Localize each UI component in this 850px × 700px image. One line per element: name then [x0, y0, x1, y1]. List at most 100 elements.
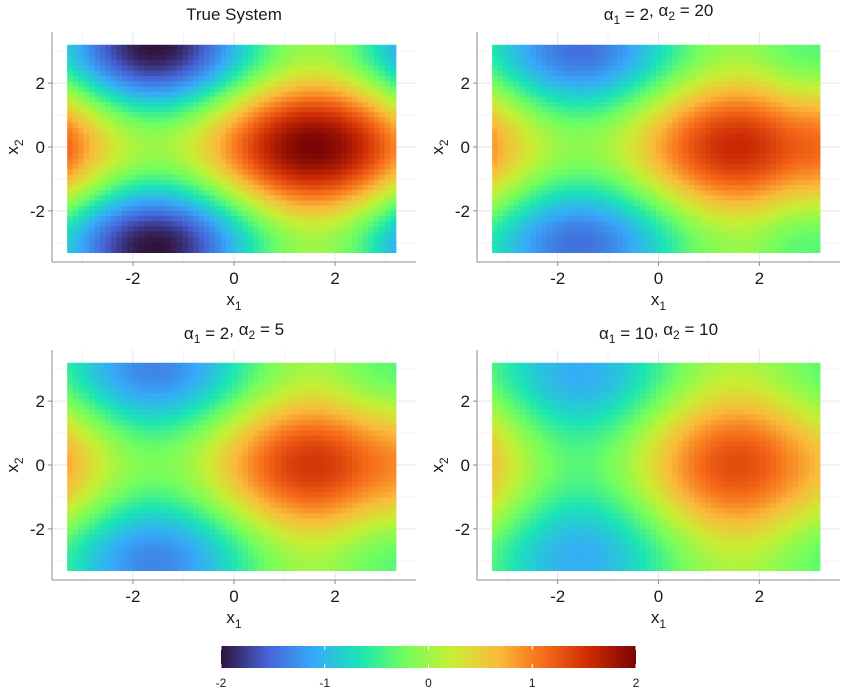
heatmap-cell — [721, 127, 728, 134]
heatmap-cell — [236, 60, 244, 67]
heatmap-cell — [302, 169, 309, 176]
heatmap-cell — [770, 190, 777, 196]
heatmap-cell — [650, 112, 657, 119]
heatmap-cell — [606, 75, 613, 82]
heatmap-cell — [236, 205, 244, 212]
heatmap-cell — [623, 60, 630, 67]
heatmap-cell — [661, 143, 668, 150]
heatmap-cell — [390, 133, 397, 139]
heatmap-cell — [176, 174, 183, 181]
x-tick-label: 2 — [330, 269, 339, 288]
heatmap-cell — [215, 210, 222, 217]
heatmap-cell — [384, 112, 391, 119]
heatmap-cell — [497, 148, 504, 155]
heatmap-cell — [579, 70, 586, 77]
heatmap-cell — [204, 190, 211, 196]
heatmap-cell — [209, 81, 216, 87]
heatmap-cell — [606, 107, 613, 113]
heatmap-cell — [291, 112, 298, 119]
heatmap-cell — [677, 117, 684, 124]
heatmap-cell — [743, 133, 750, 139]
heatmap-cell — [110, 96, 118, 103]
heatmap-cell — [666, 138, 673, 145]
heatmap-cell — [694, 242, 701, 248]
heatmap-cell — [132, 190, 139, 196]
heatmap-cell — [171, 107, 178, 113]
heatmap-cell — [623, 138, 630, 145]
heatmap-cell — [110, 226, 118, 233]
heatmap-cell — [612, 44, 619, 51]
heatmap-cell — [590, 91, 597, 98]
heatmap-cell — [204, 91, 211, 98]
heatmap-cell — [247, 143, 254, 150]
heatmap-cell — [666, 143, 673, 150]
heatmap-cell — [754, 231, 761, 238]
heatmap-cell — [220, 112, 227, 119]
heatmap-cell — [160, 205, 167, 212]
heatmap-cell — [132, 242, 139, 248]
heatmap-cell — [308, 247, 315, 254]
heatmap-cell — [286, 143, 293, 150]
heatmap-cell — [390, 174, 397, 181]
heatmap-cell — [677, 112, 684, 119]
heatmap-cell — [705, 86, 712, 93]
heatmap-cell — [324, 179, 331, 186]
heatmap-cell — [121, 190, 129, 196]
heatmap-cell — [132, 107, 139, 113]
heatmap-cell — [100, 179, 107, 186]
heatmap-cell — [705, 117, 712, 124]
heatmap-cell — [677, 169, 684, 176]
heatmap-cell — [732, 55, 739, 61]
heatmap-cell — [72, 539, 79, 546]
heatmap-cell — [497, 75, 504, 82]
heatmap-cell — [308, 143, 315, 150]
heatmap-cell — [497, 205, 504, 212]
heatmap-cell — [78, 247, 85, 254]
heatmap-cell — [176, 184, 183, 191]
heatmap-cell — [308, 55, 315, 61]
heatmap-cell — [803, 200, 810, 207]
heatmap-cell — [552, 122, 559, 129]
heatmap-cell — [666, 112, 673, 119]
heatmap-cell — [759, 96, 766, 103]
heatmap-cell — [524, 153, 531, 160]
heatmap-cell — [595, 101, 602, 108]
heatmap-cell — [351, 75, 359, 82]
heatmap-cell — [368, 138, 375, 145]
heatmap-cell — [595, 70, 602, 77]
heatmap-cell — [530, 49, 537, 56]
heatmap-cell — [319, 65, 326, 72]
heatmap-cell — [291, 127, 298, 134]
heatmap-cell — [639, 81, 646, 87]
heatmap-cell — [160, 200, 167, 207]
heatmap-cell — [116, 184, 123, 191]
heatmap-cell — [574, 143, 581, 150]
heatmap-cell — [110, 133, 118, 139]
heatmap-cell — [236, 210, 244, 217]
heatmap-cell — [72, 451, 79, 457]
heatmap-cell — [132, 101, 139, 108]
heatmap-cell — [351, 153, 359, 160]
heatmap-cell — [121, 122, 129, 129]
heatmap-cell — [530, 205, 537, 212]
heatmap-cell — [132, 117, 139, 124]
heatmap-cell — [743, 247, 750, 254]
heatmap-cell — [198, 107, 205, 113]
heatmap-cell — [78, 216, 85, 222]
heatmap-cell — [258, 127, 265, 134]
heatmap-cell — [590, 179, 597, 186]
heatmap-cell — [346, 101, 353, 108]
heatmap-cell — [204, 231, 211, 238]
heatmap-cell — [601, 75, 608, 82]
heatmap-cell — [765, 179, 772, 186]
heatmap-cell — [710, 143, 717, 150]
heatmap-cell — [187, 164, 194, 170]
heatmap-cell — [737, 179, 744, 186]
heatmap-cell — [302, 148, 309, 155]
heatmap-cell — [584, 65, 592, 72]
heatmap-cell — [759, 221, 766, 228]
heatmap-cell — [368, 75, 375, 82]
heatmap-cell — [688, 195, 695, 202]
heatmap-cell — [787, 81, 794, 87]
heatmap-cell — [808, 169, 815, 176]
